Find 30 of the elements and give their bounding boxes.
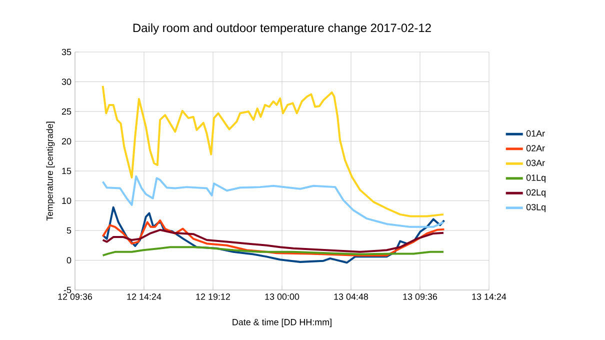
legend-label: 03Ar <box>526 160 545 166</box>
x-tick-label: 13 00:00 <box>265 294 300 300</box>
line-series <box>102 228 444 253</box>
y-tick-label: -5 <box>64 286 72 294</box>
legend-label: 01Ar <box>526 130 545 137</box>
y-tick-label: 35 <box>62 48 72 56</box>
x-tick-label: 12 09:36 <box>58 294 92 300</box>
line-series <box>102 175 444 228</box>
line-series <box>102 246 444 256</box>
y-axis-title: Temperature [centigrade] <box>46 122 55 221</box>
legend-label: 02Lq <box>526 189 546 198</box>
legend-label: 02Ar <box>526 145 545 152</box>
x-tick-label: 12 14:24 <box>127 294 162 300</box>
x-tick-label: 13 09:36 <box>403 294 438 300</box>
y-tick-label: 25 <box>62 108 72 115</box>
line-series <box>102 84 444 218</box>
y-tick-label: 30 <box>62 78 72 85</box>
y-tick-label: 20 <box>62 138 72 144</box>
line-series <box>102 219 446 256</box>
x-tick-label: 13 14:24 <box>472 294 506 300</box>
y-tick-label: 5 <box>66 227 72 234</box>
x-tick-label: 13 04:48 <box>334 294 368 300</box>
x-tick-label: 12 19:12 <box>196 294 230 300</box>
x-axis-title: Date & time [DD HH:mm] <box>232 318 332 328</box>
chart-title: Daily room and outdoor temperature change 2017-02-12 <box>133 23 431 34</box>
legend-label: 03Lq <box>526 204 546 212</box>
y-tick-label: 15 <box>62 168 72 174</box>
y-tick-label: 10 <box>62 198 72 204</box>
legend-label: 01Lq <box>526 174 546 183</box>
y-tick-label: 0 <box>66 257 72 264</box>
